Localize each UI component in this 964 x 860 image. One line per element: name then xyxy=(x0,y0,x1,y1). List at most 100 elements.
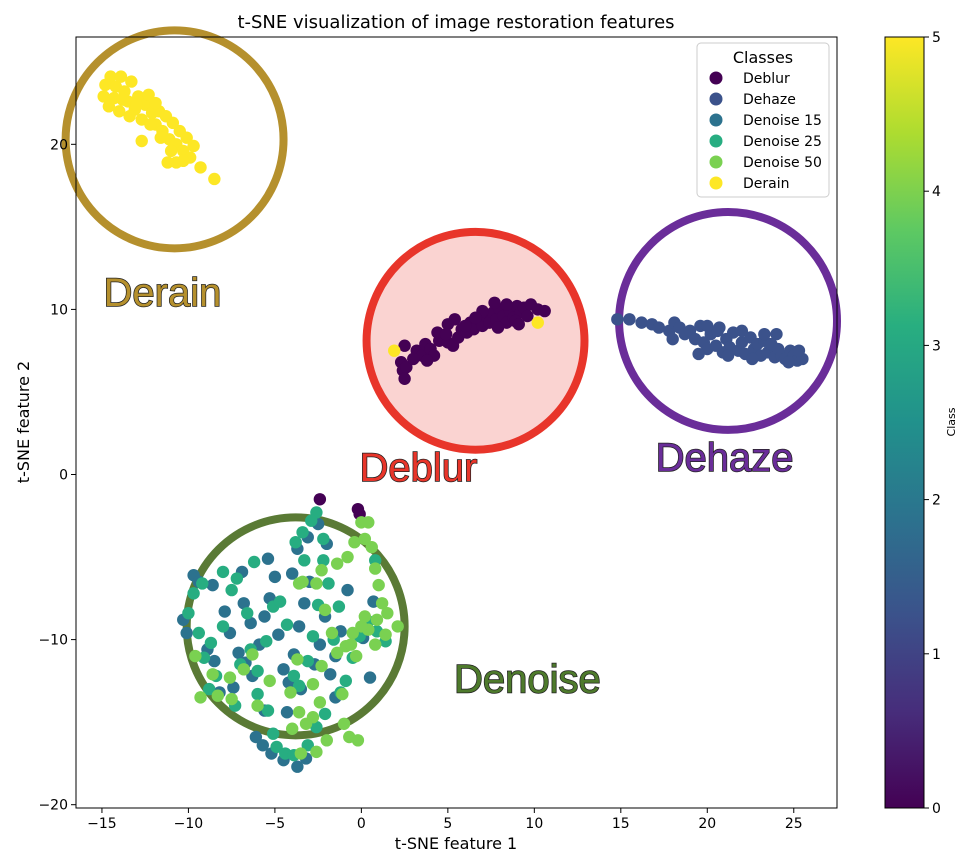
legend-marker xyxy=(709,176,723,190)
point-denoise-50 xyxy=(246,648,259,661)
point-denoise-50 xyxy=(370,613,384,626)
point-denoise-15 xyxy=(324,668,337,681)
point-derain xyxy=(161,156,174,169)
point-denoise-25 xyxy=(251,664,264,678)
x-tick-label: 25 xyxy=(785,816,803,832)
point-denoise-50 xyxy=(341,550,354,564)
point-denoise-50 xyxy=(381,606,394,620)
point-denoise-15 xyxy=(268,570,282,584)
point-denoise-25 xyxy=(247,555,261,569)
point-denoise-50 xyxy=(318,603,332,617)
point-denoise-15 xyxy=(218,605,231,618)
point-denoise-15 xyxy=(292,620,306,633)
point-derain xyxy=(180,131,193,144)
point-dehaze xyxy=(770,327,783,341)
legend-entry: Denoise 15 xyxy=(743,113,822,129)
point-denoise-50 xyxy=(315,564,328,577)
point-denoise-25 xyxy=(339,674,353,688)
denoise-label: Denoise xyxy=(454,657,601,701)
point-denoise-50 xyxy=(310,745,323,759)
point-derain xyxy=(123,110,136,123)
point-dehaze xyxy=(666,332,679,346)
point-denoise-25 xyxy=(251,687,264,701)
x-tick-label: −5 xyxy=(265,816,286,832)
point-derain xyxy=(154,131,167,144)
point-denoise-25 xyxy=(332,600,346,613)
point-deblur xyxy=(398,372,411,385)
point-denoise-25 xyxy=(322,577,335,590)
x-tick-label: 0 xyxy=(357,816,366,832)
point-denoise-25 xyxy=(204,636,218,650)
point-denoise-25 xyxy=(298,554,311,567)
point-denoise-50 xyxy=(379,628,392,641)
point-deblur xyxy=(407,352,420,366)
point-denoise-15 xyxy=(237,597,250,610)
point-denoise-15 xyxy=(285,567,299,580)
colorbar-tick-label: 2 xyxy=(932,493,941,509)
point-denoise-50 xyxy=(211,689,225,702)
point-denoise-50 xyxy=(365,540,378,554)
point-denoise-25 xyxy=(216,565,230,579)
point-denoise-50 xyxy=(315,659,328,673)
y-tick-label: −10 xyxy=(38,633,68,649)
denoise-circle xyxy=(182,513,409,740)
point-denoise-50 xyxy=(358,610,372,623)
point-deblur xyxy=(521,309,534,323)
derain-label: Derain xyxy=(104,271,222,315)
legend-box xyxy=(696,42,830,198)
colorbar-tick-label: 0 xyxy=(932,801,941,817)
deblur-circle xyxy=(362,227,589,454)
point-derain xyxy=(166,116,180,130)
legend-entry: Deblur xyxy=(743,71,790,87)
y-tick-label: 10 xyxy=(50,302,68,318)
point-deblur xyxy=(491,321,505,334)
point-denoise-50 xyxy=(344,638,358,651)
deblur-label: Deblur xyxy=(360,446,478,490)
point-denoise-15 xyxy=(298,597,311,610)
colorbar-tick-label: 4 xyxy=(932,184,941,200)
point-denoise-25 xyxy=(216,620,230,633)
point-derain xyxy=(135,134,148,148)
point-deblur xyxy=(441,318,455,331)
legend-marker xyxy=(709,113,723,127)
point-deblur xyxy=(398,339,411,352)
point-denoise-50 xyxy=(313,696,327,709)
point-denoise-25 xyxy=(261,704,275,717)
point-dehaze xyxy=(692,347,705,361)
point-denoise-25 xyxy=(301,654,314,668)
point-derain xyxy=(138,98,152,111)
x-tick-label: 10 xyxy=(525,816,543,832)
point-dehaze xyxy=(635,316,648,329)
colorbar-label: Class xyxy=(945,407,958,436)
point-denoise-50 xyxy=(299,717,313,731)
point-denoise-50 xyxy=(284,686,297,699)
point-denoise-50 xyxy=(285,722,299,735)
point-derain xyxy=(177,154,190,168)
point-denoise-50 xyxy=(225,692,238,706)
point-denoise-50 xyxy=(348,535,361,549)
x-tick-label: −10 xyxy=(174,816,204,832)
point-denoise-50 xyxy=(291,653,304,666)
point-derain xyxy=(142,88,155,101)
point-denoise-25 xyxy=(318,707,332,721)
point-denoise-50 xyxy=(330,646,344,660)
x-tick-label: 5 xyxy=(443,816,452,832)
colorbar-axis: 0 1 2 3 4 5 xyxy=(924,30,941,817)
point-denoise-50 xyxy=(292,577,306,590)
point-denoise-50 xyxy=(189,649,202,663)
point-denoise-15 xyxy=(280,706,294,719)
point-denoise-50 xyxy=(337,717,351,731)
point-denoise-25 xyxy=(292,679,306,693)
point-denoise-25 xyxy=(310,720,323,734)
point-derain xyxy=(114,70,128,83)
colorbar-tick-label: 3 xyxy=(932,338,941,354)
point-deblur xyxy=(538,304,551,318)
point-denoise-15 xyxy=(313,638,327,651)
point-denoise-50 xyxy=(351,734,365,747)
legend-entry: Denoise 25 xyxy=(743,134,822,150)
x-tick-label: 15 xyxy=(612,816,630,832)
point-denoise-50 xyxy=(372,578,385,592)
point-deblur xyxy=(439,327,453,341)
point-derain xyxy=(144,118,157,131)
point-denoise-50 xyxy=(330,557,344,570)
